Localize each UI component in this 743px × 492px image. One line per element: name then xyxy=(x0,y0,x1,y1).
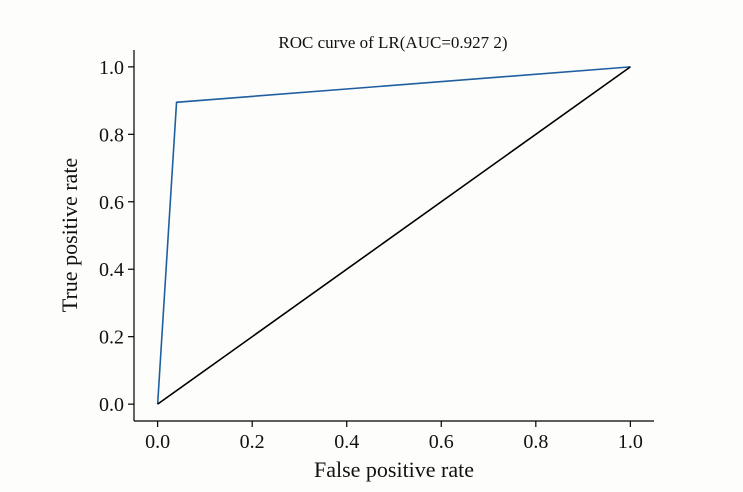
diagonal-reference-line xyxy=(157,66,631,405)
x-tick-label: 0.0 xyxy=(145,431,170,453)
y-axis-label: True positive rate xyxy=(57,158,82,312)
roc-curve-line xyxy=(156,66,631,405)
x-tick-label: 0.8 xyxy=(523,431,548,453)
y-tick-label: 0.8 xyxy=(99,124,124,146)
series-group xyxy=(156,66,631,405)
chart-title: ROC curve of LR(AUC=0.927 2) xyxy=(278,33,507,52)
x-axis-label: False positive rate xyxy=(314,457,474,482)
ticks: 0.0 0.2 0.4 0.6 0.8 1.0 0.0 0.2 0.4 0.6 0.8 1.0 xyxy=(99,57,643,453)
y-tick-label: 0.4 xyxy=(99,259,124,281)
y-tick-label: 0.2 xyxy=(99,327,124,349)
y-tick-label: 0.6 xyxy=(99,192,124,214)
axes xyxy=(133,50,654,422)
y-tick-label: 1.0 xyxy=(99,57,124,79)
y-tick-label: 0.0 xyxy=(99,394,124,416)
x-tick-label: 1.0 xyxy=(618,431,643,453)
x-tick-label: 0.6 xyxy=(429,431,454,453)
x-tick-label: 0.2 xyxy=(240,431,265,453)
x-tick-label: 0.4 xyxy=(334,431,359,453)
